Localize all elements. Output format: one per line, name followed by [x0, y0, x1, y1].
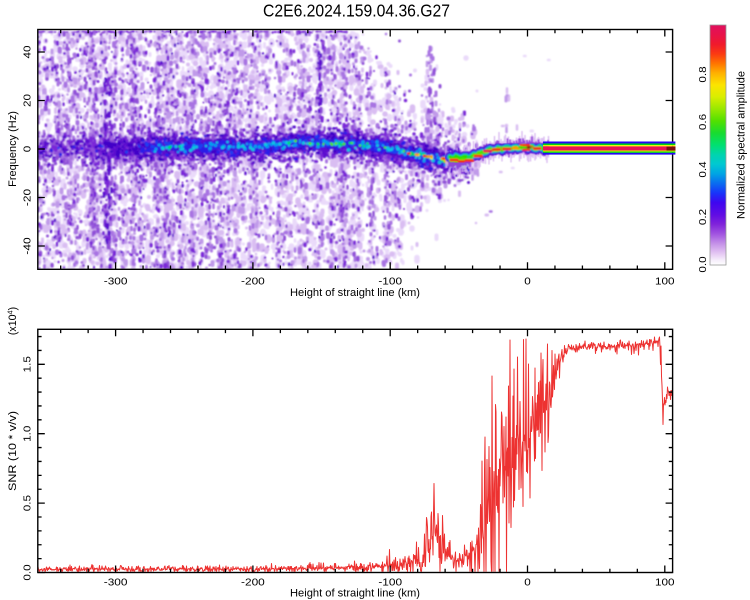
- svg-text:0.0: 0.0: [698, 256, 709, 273]
- svg-text:0: 0: [524, 276, 531, 287]
- svg-text:-100: -100: [378, 276, 402, 287]
- svg-text:20: 20: [23, 94, 34, 107]
- svg-text:0.8: 0.8: [698, 66, 709, 83]
- svg-text:0: 0: [524, 578, 531, 589]
- svg-text:1.0: 1.0: [23, 425, 34, 442]
- svg-text:-40: -40: [23, 237, 34, 255]
- svg-text:-100: -100: [378, 578, 402, 589]
- svg-text:100: 100: [655, 276, 675, 287]
- svg-text:0.5: 0.5: [23, 495, 34, 512]
- svg-text:100: 100: [655, 578, 675, 589]
- svg-text:Normalized spectral amplitude: Normalized spectral amplitude: [736, 71, 748, 219]
- svg-text:C2E6.2024.159.04.36.G27: C2E6.2024.159.04.36.G27: [263, 0, 450, 20]
- svg-text:-300: -300: [104, 276, 128, 287]
- svg-text:40: 40: [23, 45, 34, 58]
- svg-text:0.0: 0.0: [23, 564, 34, 581]
- svg-text:0: 0: [23, 145, 34, 152]
- svg-text:-20: -20: [23, 189, 34, 207]
- svg-text:0.6: 0.6: [698, 114, 709, 131]
- svg-text:Height of straight line (km): Height of straight line (km): [290, 287, 420, 299]
- svg-text:-200: -200: [241, 276, 265, 287]
- svg-text:Height of straight line (km): Height of straight line (km): [290, 588, 420, 600]
- svg-text:-200: -200: [241, 578, 265, 589]
- svg-text:-300: -300: [104, 578, 128, 589]
- svg-text:0.4: 0.4: [698, 161, 709, 178]
- svg-text:Frequency (Hz): Frequency (Hz): [7, 111, 19, 187]
- svg-text:SNR (10 * v/v): SNR (10 * v/v): [7, 411, 19, 491]
- svg-text:0.2: 0.2: [698, 209, 709, 226]
- svg-text:1.5: 1.5: [23, 356, 34, 373]
- svg-text:(x104): (x104): [5, 307, 18, 335]
